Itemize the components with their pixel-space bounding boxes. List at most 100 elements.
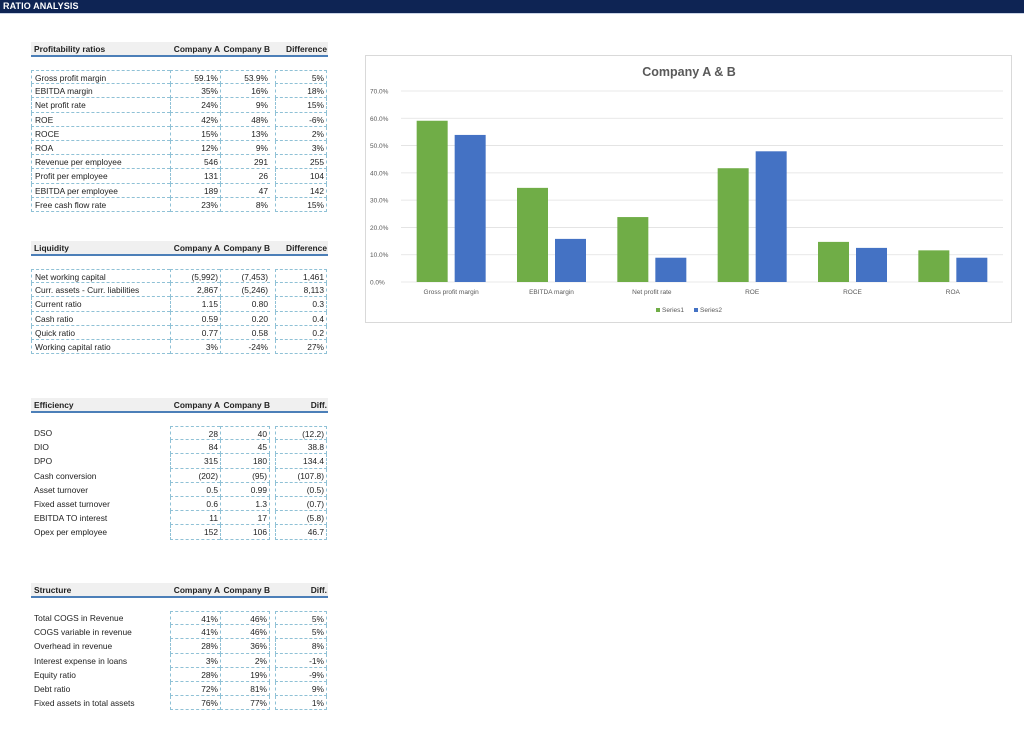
row-label[interactable]: Interest expense in loans [34,655,128,666]
cell-value[interactable]: 26 [220,169,270,184]
row-label[interactable]: Equity ratio [34,669,76,680]
row-label[interactable]: EBITDA TO interest [34,513,108,524]
cell-value[interactable]: 15% [275,98,327,113]
cell-value[interactable]: 0.80 [220,297,270,312]
row-label[interactable]: Overhead in revenue [34,641,113,652]
cell-value[interactable]: 1% [275,696,327,711]
cell-value[interactable]: 81% [220,681,270,697]
cell-value[interactable]: (107.8) [275,468,327,483]
cell-value[interactable]: (5.8) [275,511,327,526]
cell-value[interactable]: 0.3 [275,297,327,312]
cell-value[interactable]: 48% [220,112,270,127]
cell-value[interactable]: (0.7) [275,496,327,512]
row-label[interactable]: COGS variable in revenue [34,627,132,638]
cell-value[interactable]: 28% [170,667,220,682]
cell-value[interactable]: -6% [275,112,327,127]
cell-value[interactable]: 0.6 [170,496,220,512]
row-label[interactable]: ROE [31,112,170,127]
cell-value[interactable]: 1,461 [275,269,327,284]
cell-value[interactable]: (7,453) [220,269,270,284]
cell-value[interactable]: 131 [170,169,220,184]
cell-value[interactable]: 18% [275,84,327,99]
cell-value[interactable]: 16% [220,84,270,99]
cell-value[interactable]: 28 [170,426,220,441]
row-label[interactable]: Asset turnover [34,484,88,495]
cell-value[interactable]: 2% [220,653,270,668]
cell-value[interactable]: 42% [170,112,220,127]
cell-value[interactable]: 15% [275,197,327,212]
cell-value[interactable]: 15% [170,126,220,141]
cell-value[interactable]: 2,867 [170,283,220,298]
row-label[interactable]: Cash ratio [31,311,170,326]
cell-value[interactable]: 152 [170,525,220,540]
cell-value[interactable]: 84 [170,440,220,455]
cell-value[interactable]: 12% [170,140,220,156]
row-label[interactable]: Profit per employee [31,169,170,184]
cell-value[interactable]: (12.2) [275,426,327,441]
cell-value[interactable]: 9% [275,681,327,697]
cell-value[interactable]: 8% [220,197,270,212]
row-label[interactable]: Fixed asset turnover [34,498,110,509]
cell-value[interactable]: 9% [220,140,270,156]
row-label[interactable]: DPO [34,456,53,467]
cell-value[interactable]: 5% [275,611,327,626]
row-label[interactable]: Debt ratio [34,683,71,694]
cell-value[interactable]: 76% [170,696,220,711]
cell-value[interactable]: 46% [220,611,270,626]
cell-value[interactable]: 41% [170,625,220,640]
cell-value[interactable]: 36% [220,639,270,654]
cell-value[interactable]: 1.3 [220,496,270,512]
row-label[interactable]: Net profit rate [31,98,170,113]
row-label[interactable]: EBITDA margin [31,84,170,99]
cell-value[interactable]: 8,113 [275,283,327,298]
cell-value[interactable]: 142 [275,183,327,198]
cell-value[interactable]: 17 [220,511,270,526]
cell-value[interactable]: 23% [170,197,220,212]
row-label[interactable]: EBITDA per employee [31,183,170,198]
cell-value[interactable]: 0.2 [275,325,327,340]
cell-value[interactable]: 40 [220,426,270,441]
cell-value[interactable]: 35% [170,84,220,99]
cell-value[interactable]: 134.4 [275,454,327,469]
cell-value[interactable]: 106 [220,525,270,540]
cell-value[interactable]: 104 [275,169,327,184]
cell-value[interactable]: 72% [170,681,220,697]
row-label[interactable]: Current ratio [31,297,170,312]
cell-value[interactable]: 5% [275,70,327,85]
cell-value[interactable]: (95) [220,468,270,483]
cell-value[interactable]: -1% [275,653,327,668]
cell-value[interactable]: 0.99 [220,482,270,497]
cell-value[interactable]: 13% [220,126,270,141]
cell-value[interactable]: 180 [220,454,270,469]
cell-value[interactable]: (202) [170,468,220,483]
cell-value[interactable]: 9% [220,98,270,113]
row-label[interactable]: Total COGS in Revenue [34,613,124,623]
cell-value[interactable]: 0.4 [275,311,327,326]
cell-value[interactable]: 24% [170,98,220,113]
row-label[interactable]: Revenue per employee [31,155,170,170]
row-label[interactable]: Fixed assets in total assets [34,698,135,709]
row-label[interactable]: Cash conversion [34,470,97,481]
cell-value[interactable]: 46.7 [275,525,327,540]
cell-value[interactable]: 59.1% [170,70,220,85]
row-label[interactable]: Opex per employee [34,527,108,538]
row-label[interactable]: Gross profit margin [31,70,170,85]
cell-value[interactable]: 0.58 [220,325,270,340]
cell-value[interactable]: 3% [275,140,327,156]
cell-value[interactable]: 3% [170,339,220,355]
cell-value[interactable]: 47 [220,183,270,198]
cell-value[interactable]: 315 [170,454,220,469]
row-label[interactable]: Working capital ratio [31,339,170,355]
row-label[interactable]: ROA [31,140,170,156]
cell-value[interactable]: (5,992) [170,269,220,284]
row-label[interactable]: Free cash flow rate [31,197,170,212]
row-label[interactable]: DIO [34,442,49,453]
row-label[interactable]: Curr. assets - Curr. liabilities [31,283,170,298]
row-label[interactable]: Net working capital [31,269,170,284]
cell-value[interactable]: 189 [170,183,220,198]
cell-value[interactable]: 41% [170,611,220,626]
cell-value[interactable]: -24% [220,339,270,355]
row-label[interactable]: Quick ratio [31,325,170,340]
cell-value[interactable]: 291 [220,155,270,170]
row-label[interactable]: ROCE [31,126,170,141]
